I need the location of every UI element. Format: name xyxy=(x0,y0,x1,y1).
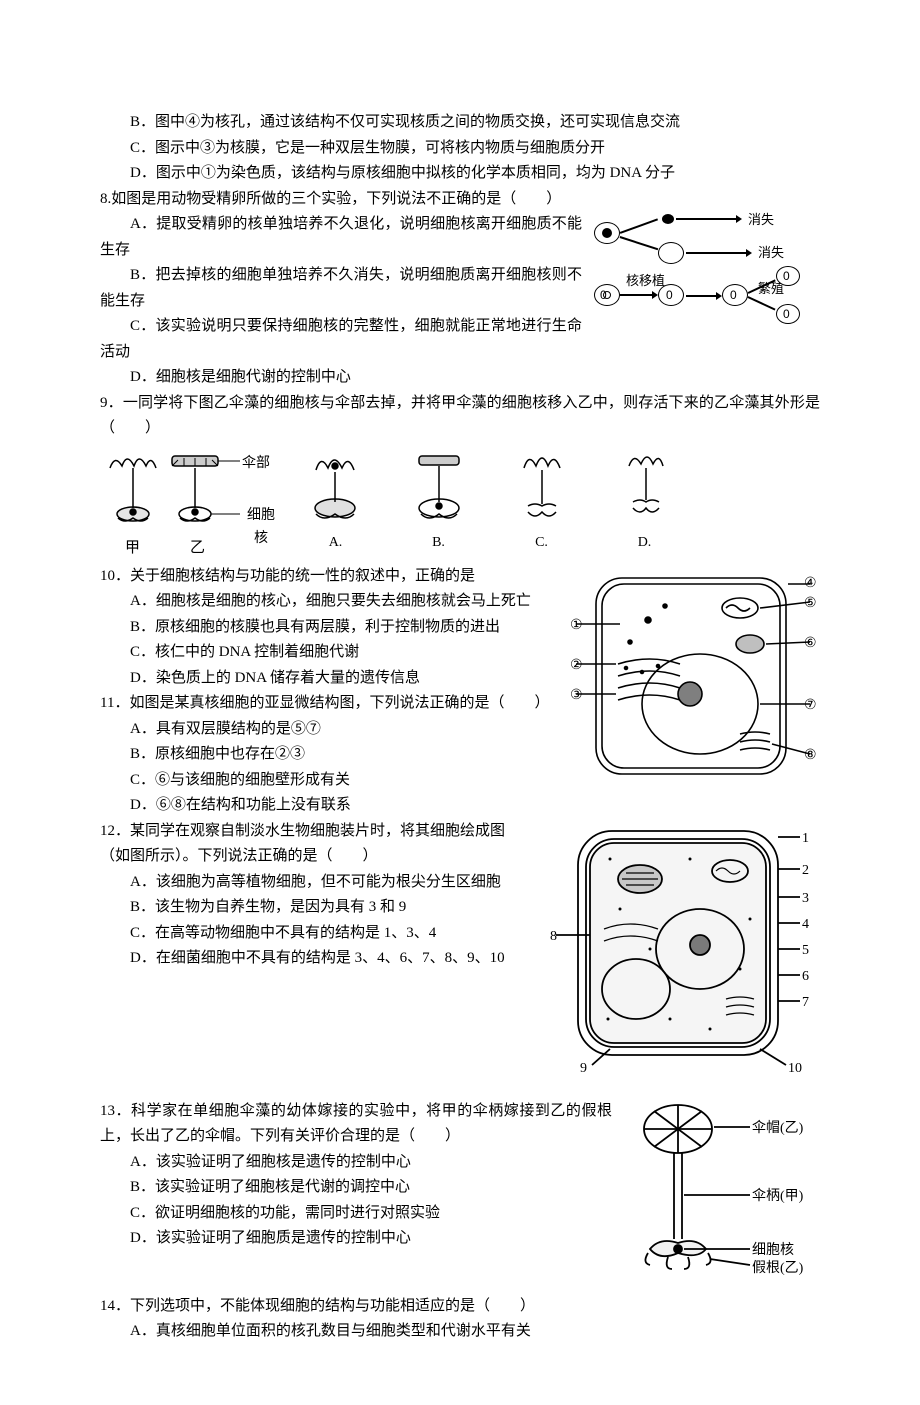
q12-b10: 10 xyxy=(788,1057,802,1081)
q12-r7: 7 xyxy=(802,991,809,1015)
q9-opt-c: C. xyxy=(494,531,589,555)
q13-opt-d: D．该实验证明了细胞质是遗传的控制中心 xyxy=(100,1226,612,1252)
q11-l1: ① xyxy=(570,614,583,638)
q13-opt-b: B．该实验证明了细胞核是代谢的调控中心 xyxy=(100,1175,612,1201)
q12-stem2: （如图所示）。下列说法正确的是（ ） xyxy=(100,844,542,870)
label-disappear-top: 消失 xyxy=(748,209,774,231)
q9-opt-a: A. xyxy=(288,531,383,555)
q8-row: A．提取受精卵的核单独培养不久退化，说明细胞核离开细胞质不能生存 B．把去掉核的… xyxy=(100,212,820,365)
zero: 0 xyxy=(600,285,607,305)
q12-r6: 6 xyxy=(802,965,809,989)
zero4: 0 xyxy=(783,266,790,286)
q12-opt-c: C．在高等动物细胞中不具有的结构是 1、3、4 xyxy=(100,921,542,947)
zero2: 0 xyxy=(666,285,673,305)
q10-opt-d: D．染色质上的 DNA 储存着大量的遗传信息 xyxy=(100,666,562,692)
q10-q11-row: 10．关于细胞核结构与功能的统一性的叙述中，正确的是 A．细胞核是细胞的核心，细… xyxy=(100,564,820,819)
q8-figure: 0 消失 消失 核移植 0 0 繁殖 0 0 xyxy=(590,212,820,342)
q12-r5: 5 xyxy=(802,939,809,963)
label-disappear-mid: 消失 xyxy=(758,242,784,264)
q9-opt-b: B. xyxy=(391,531,486,555)
q13-stalk: 伞柄(甲) xyxy=(752,1185,803,1209)
q9-label-jia: 甲 xyxy=(125,536,140,562)
q14-stem: 14．下列选项中，不能体现细胞的结构与功能相适应的是（ ） xyxy=(100,1294,820,1320)
q12-stem1: 12．某同学在观察自制淡水生物细胞装片时，将其细胞绘成图 xyxy=(100,819,542,845)
q8-opt-a: A．提取受精卵的核单独培养不久退化，说明细胞核离开细胞质不能生存 xyxy=(100,212,582,263)
q13-opt-a: A．该实验证明了细胞核是遗传的控制中心 xyxy=(100,1150,612,1176)
q10-opt-c: C．核仁中的 DNA 控制着细胞代谢 xyxy=(100,640,562,666)
q11-opt-c: C．⑥与该细胞的细胞壁形成有关 xyxy=(100,768,562,794)
q11-l2: ② xyxy=(570,654,583,678)
q10-opt-b: B．原核细胞的核膜也具有两层膜，利于控制物质的进出 xyxy=(100,615,562,641)
q11-r8: ⑧ xyxy=(804,744,817,768)
q12-opt-a: A．该细胞为高等植物细胞，但不可能为根尖分生区细胞 xyxy=(100,870,542,896)
q9-label-umbrella: 伞部 xyxy=(242,452,270,476)
q9-opt-d: D. xyxy=(597,531,692,555)
q13-figure: 伞帽(乙) 伞柄(甲) 细胞核 假根(乙) xyxy=(620,1099,820,1294)
q11-r7: ⑦ xyxy=(804,694,817,718)
q12-r2: 2 xyxy=(802,859,809,883)
q12-opt-b: B．该生物为自养生物，是因为具有 3 和 9 xyxy=(100,895,542,921)
zero5: 0 xyxy=(783,304,790,324)
q12-b9: 9 xyxy=(580,1057,587,1081)
q11-opt-b: B．原核细胞中也存在②③ xyxy=(100,742,562,768)
q8-opt-b: B．把去掉核的细胞单独培养不久消失，说明细胞质离开细胞核则不能生存 xyxy=(100,263,582,314)
q12-r1: 1 xyxy=(802,827,809,851)
q8-opt-d: D．细胞核是细胞代谢的控制中心 xyxy=(100,365,820,391)
q9-label-nucleus: 细胞核 xyxy=(242,504,280,552)
q13-rhizoid: 假根(乙) xyxy=(752,1257,803,1281)
q8-stem: 8.如图是用动物受精卵所做的三个实验，下列说法不正确的是（ ） xyxy=(100,187,820,213)
q10-opt-a: A．细胞核是细胞的核心，细胞只要失去细胞核就会马上死亡 xyxy=(100,589,562,615)
q9-label-yi: 乙 xyxy=(190,536,205,562)
q11-stem: 11．如图是某真核细胞的亚显微结构图，下列说法正确的是（ ） xyxy=(100,691,562,717)
q9-stem: 9．一同学将下图乙伞藻的细胞核与伞部去掉，并将甲伞藻的细胞核移入乙中，则存活下来… xyxy=(100,391,820,442)
q7-opt-c: C．图示中③为核膜，它是一种双层生物膜，可将核内物质与细胞质分开 xyxy=(100,136,820,162)
q12-r3: 3 xyxy=(802,887,809,911)
q14-opt-a: A．真核细胞单位面积的核孔数目与细胞类型和代谢水平有关 xyxy=(100,1319,820,1345)
q7-opt-d: D．图示中①为染色质，该结构与原核细胞中拟核的化学本质相同，均为 DNA 分子 xyxy=(100,161,820,187)
q13-stem: 13．科学家在单细胞伞藻的幼体嫁接的实验中，将甲的伞柄嫁接到乙的假根上，长出了乙… xyxy=(100,1099,612,1150)
q7-opt-b: B．图中④为核孔，通过该结构不仅可实现核质之间的物质交换，还可实现信息交流 xyxy=(100,110,820,136)
q10-stem: 10．关于细胞核结构与功能的统一性的叙述中，正确的是 xyxy=(100,564,562,590)
q8-opt-c: C．该实验说明只要保持细胞核的完整性，细胞就能正常地进行生命活动 xyxy=(100,314,582,365)
q11-l3: ③ xyxy=(570,684,583,708)
q12-opt-d: D．在细菌细胞中不具有的结构是 3、4、6、7、8、9、10 xyxy=(100,946,542,972)
q12-r4: 4 xyxy=(802,913,809,937)
q13-opt-c: C．欲证明细胞核的功能，需同时进行对照实验 xyxy=(100,1201,612,1227)
q11-opt-d: D．⑥⑧在结构和功能上没有联系 xyxy=(100,793,562,819)
q12-figure: 1 2 3 4 5 6 7 8 9 10 xyxy=(550,819,820,1079)
zero3: 0 xyxy=(730,285,737,305)
q9-figure-row: 伞部 细胞核 甲 乙 A. B. xyxy=(100,446,820,562)
q11-opt-a: A．具有双层膜结构的是⑤⑦ xyxy=(100,717,562,743)
q11-r5: ⑤ xyxy=(804,592,817,616)
q12-l8: 8 xyxy=(550,925,557,949)
q11-figure: ① ② ③ ④ ⑤ ⑥ ⑦ ⑧ xyxy=(570,564,820,789)
q13-cap: 伞帽(乙) xyxy=(752,1117,803,1141)
q12-row: 12．某同学在观察自制淡水生物细胞装片时，将其细胞绘成图 （如图所示）。下列说法… xyxy=(100,819,820,1079)
q13-row: 13．科学家在单细胞伞藻的幼体嫁接的实验中，将甲的伞柄嫁接到乙的假根上，长出了乙… xyxy=(100,1099,820,1294)
q11-r6: ⑥ xyxy=(804,632,817,656)
